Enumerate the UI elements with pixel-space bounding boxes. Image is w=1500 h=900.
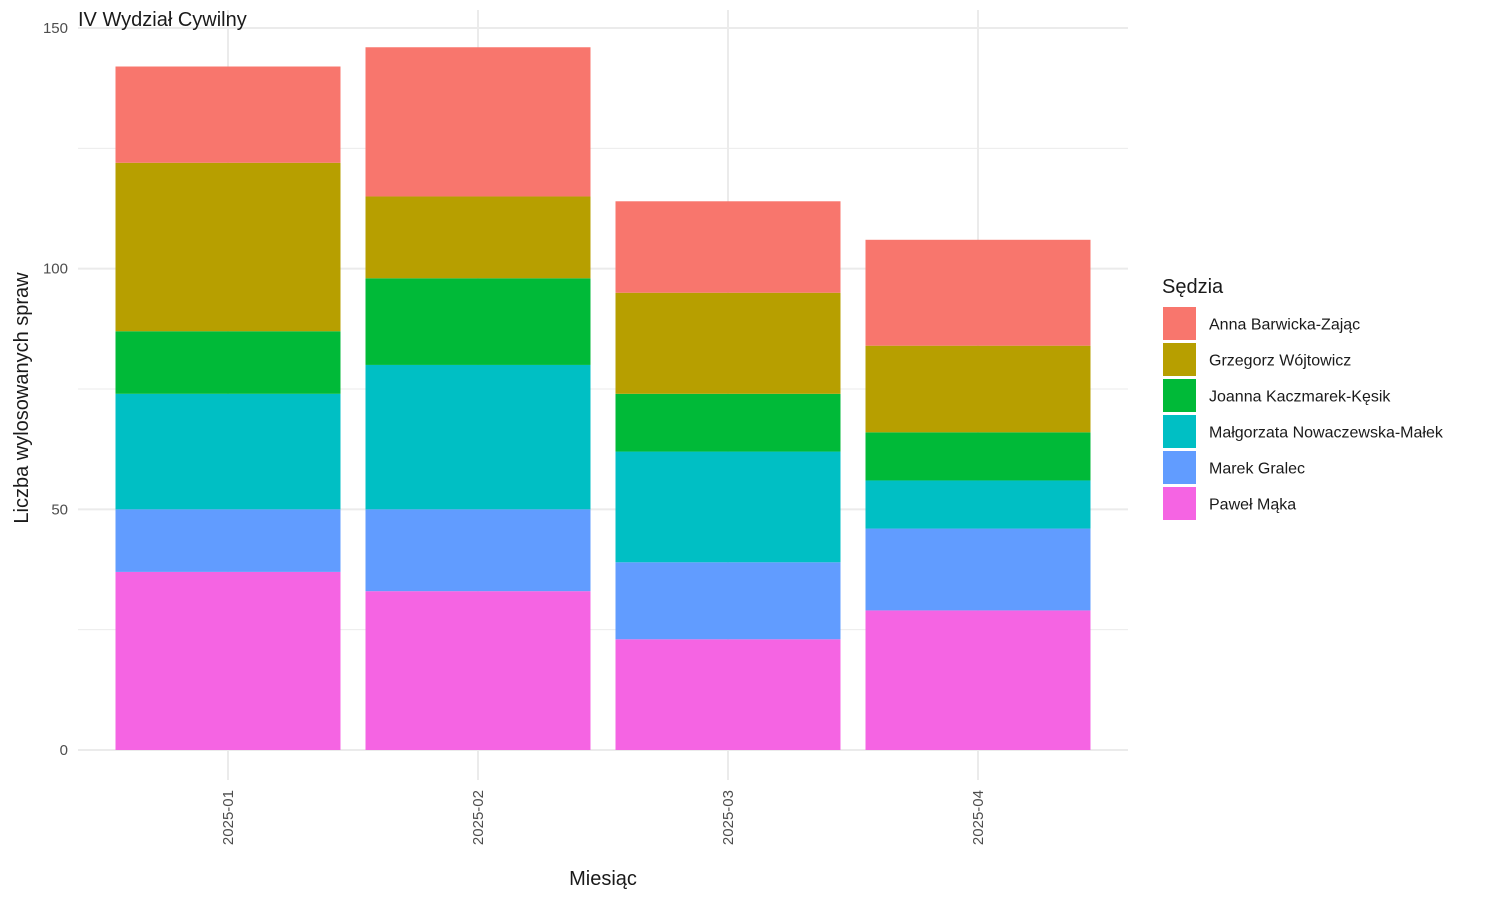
bar-segment	[365, 364, 591, 510]
axis-layer: 0 50 100 150 2025-01 2025-02 2025-03 2025-04	[43, 20, 987, 845]
x-tick-label: 2025-02	[470, 790, 487, 845]
legend-swatch	[1163, 379, 1196, 412]
y-tick-label: 50	[51, 501, 68, 518]
bar-segment	[365, 509, 591, 592]
bar-segment	[115, 162, 341, 332]
legend-swatch	[1163, 307, 1196, 340]
bar-segment	[615, 393, 841, 452]
x-tick-label: 2025-04	[970, 790, 987, 845]
x-tick-label: 2025-01	[220, 790, 237, 845]
bar-segment	[115, 571, 341, 750]
x-tick-label: 2025-03	[720, 790, 737, 845]
bar-segment	[115, 393, 341, 510]
bar-segment	[865, 239, 1091, 346]
bar-segment	[365, 47, 591, 197]
bar-segment	[865, 345, 1091, 433]
bar-segment	[115, 66, 341, 163]
bar-segment	[615, 201, 841, 293]
bar-segment	[865, 610, 1091, 750]
chart-title: IV Wydział Cywilny	[78, 9, 247, 31]
legend-label: Joanna Kaczmarek-Kęsik	[1209, 389, 1391, 406]
bars-layer	[115, 47, 1091, 750]
bar-segment	[615, 451, 841, 563]
bar-segment	[615, 639, 841, 750]
legend-label: Marek Gralec	[1209, 461, 1305, 478]
legend-label: Paweł Mąka	[1209, 497, 1296, 514]
bar-segment	[615, 562, 841, 640]
legend-swatch	[1163, 451, 1196, 484]
legend-label: Grzegorz Wójtowicz	[1209, 353, 1351, 370]
y-axis-title: Liczba wylosowanych spraw	[11, 272, 33, 524]
bar-segment	[615, 292, 841, 394]
bar-segment	[365, 591, 591, 750]
bar-segment	[115, 509, 341, 572]
bar-segment	[865, 480, 1091, 529]
bar-segment	[865, 432, 1091, 481]
legend-swatch	[1163, 343, 1196, 376]
bar-segment	[365, 278, 591, 365]
legend-label: Małgorzata Nowaczewska-Małek	[1209, 425, 1444, 442]
x-axis-title: Miesiąc	[569, 868, 637, 890]
bar-segment	[115, 331, 341, 394]
legend: Sędzia Anna Barwicka-Zając Grzegorz Wójto…	[1162, 276, 1444, 520]
legend-label: Anna Barwicka-Zając	[1209, 317, 1360, 334]
legend-swatch	[1163, 415, 1196, 448]
bar-segment	[865, 528, 1091, 611]
bar-segment	[365, 196, 591, 279]
legend-title: Sędzia	[1162, 276, 1224, 298]
legend-swatch	[1163, 487, 1196, 520]
y-tick-label: 150	[43, 20, 68, 37]
y-tick-label: 100	[43, 261, 68, 278]
y-tick-label: 0	[60, 742, 68, 759]
